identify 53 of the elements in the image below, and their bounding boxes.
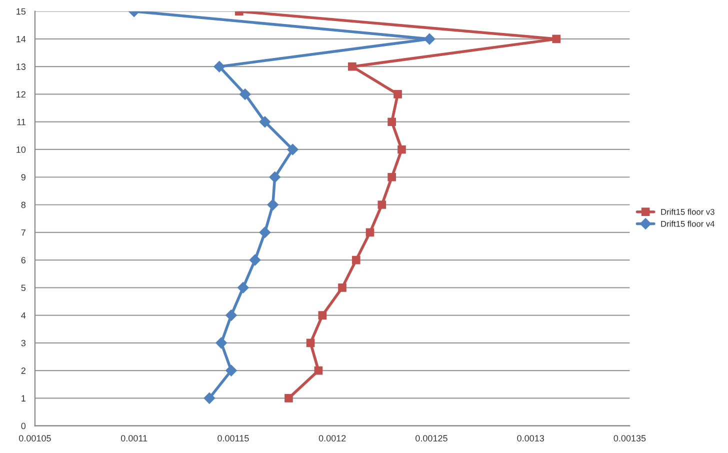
point: [398, 145, 406, 154]
point: [287, 144, 298, 156]
point: [424, 33, 436, 45]
y-tick-label: 2: [21, 368, 26, 374]
point: [259, 116, 271, 128]
y-tick-label: 6: [21, 256, 26, 264]
y-tick-label: 13: [16, 64, 26, 70]
point: [239, 88, 251, 100]
y-tick-label: 11: [17, 118, 26, 126]
y-tick-label: 1: [22, 395, 26, 402]
x-tick-label: 0.00135: [614, 435, 646, 442]
point: [249, 254, 261, 266]
x-tick-label: 0.00105: [18, 435, 51, 442]
x-tick-label: 0.0012: [318, 435, 346, 442]
x-tick-label: 0.0011: [120, 435, 148, 442]
legend-label: Drift15 floor v4: [661, 220, 714, 227]
point: [366, 228, 374, 237]
y-tick-label: 0: [21, 422, 26, 430]
y-tick-label: 4: [21, 312, 26, 319]
y-tick-label: 3: [21, 340, 26, 346]
point: [284, 394, 293, 402]
legend-label: Drift15 floor v3: [661, 208, 714, 215]
point: [204, 392, 216, 404]
point: [259, 226, 271, 238]
y-tick-label: 10: [16, 146, 26, 153]
x-tick-label: 0.00115: [218, 435, 249, 442]
x-tick-label: 0.0013: [517, 435, 544, 442]
y-tick-label: 5: [21, 284, 26, 292]
y-tick-label: 8: [21, 202, 26, 208]
point: [267, 199, 278, 210]
point: [216, 337, 227, 349]
point: [388, 118, 396, 126]
point: [378, 200, 386, 209]
point: [226, 310, 237, 321]
point: [238, 282, 249, 294]
y-tick-label: 7: [21, 229, 26, 236]
point: [214, 60, 225, 72]
y-tick-label: 12: [16, 91, 26, 98]
point: [552, 34, 561, 44]
y-tick-label: 14: [16, 36, 26, 42]
point: [226, 364, 237, 376]
point: [338, 283, 346, 292]
point: [314, 366, 323, 375]
point: [348, 62, 356, 71]
point: [388, 172, 396, 182]
point: [269, 172, 280, 183]
point: [352, 256, 360, 264]
y-tick-label: 15: [16, 8, 26, 15]
x-tick-label: 0.00125: [416, 435, 448, 442]
point: [394, 90, 402, 98]
point: [318, 311, 327, 320]
point: [306, 338, 315, 348]
y-tick-label: 9: [21, 174, 26, 180]
